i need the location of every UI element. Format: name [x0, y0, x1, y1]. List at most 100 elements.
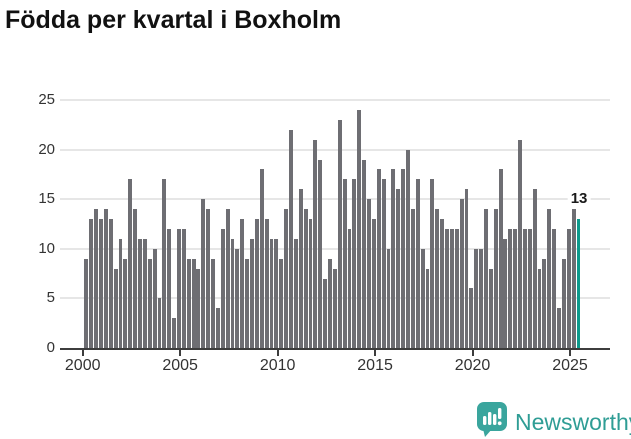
- bar: [371, 219, 376, 348]
- bar: [181, 228, 186, 348]
- x-axis-line: [60, 348, 610, 350]
- bar: [440, 219, 445, 348]
- bar: [186, 258, 191, 348]
- bar: [318, 159, 323, 348]
- chart-title: Födda per kvartal i Boxholm: [5, 6, 342, 34]
- bar: [367, 199, 371, 348]
- bar: [240, 219, 245, 348]
- x-axis-label-2000: 2000: [64, 357, 101, 374]
- bar: [206, 209, 211, 348]
- bar: [522, 228, 527, 348]
- bar: [347, 228, 352, 348]
- bar: [527, 228, 532, 348]
- bar: [396, 189, 401, 348]
- bar: [259, 169, 264, 348]
- bar: [147, 258, 152, 348]
- highlighted-bar: [576, 219, 581, 348]
- bar: [566, 228, 571, 348]
- bar: [254, 219, 259, 348]
- bar: [250, 238, 254, 348]
- bar: [293, 238, 298, 348]
- bar: [215, 308, 220, 348]
- bar: [479, 248, 483, 348]
- bar: [118, 238, 123, 348]
- bar: [245, 258, 250, 348]
- bar: [425, 268, 430, 348]
- bar: [410, 209, 415, 348]
- bar: [176, 228, 181, 348]
- bar: [362, 159, 367, 348]
- bar: [303, 209, 308, 348]
- bar: [113, 268, 118, 348]
- bar: [133, 209, 138, 348]
- bar: [284, 209, 289, 348]
- bar: [435, 209, 440, 348]
- bar: [415, 179, 420, 348]
- bar: [352, 179, 357, 348]
- bar: [445, 228, 449, 348]
- bar: [483, 209, 488, 348]
- y-axis-label-5: 5: [46, 289, 55, 307]
- bar: [211, 258, 215, 348]
- bar: [513, 228, 518, 348]
- bar: [469, 288, 474, 348]
- x-axis-label-2005: 2005: [162, 357, 198, 374]
- bar: [84, 258, 89, 348]
- bar: [337, 119, 342, 348]
- bar: [269, 238, 274, 348]
- bar: [381, 179, 386, 348]
- bar: [386, 248, 391, 348]
- x-axis-label-2025: 2025: [552, 357, 588, 374]
- y-axis-label-20: 20: [38, 140, 55, 158]
- bar: [518, 139, 522, 348]
- bar: [547, 209, 552, 348]
- bar: [167, 228, 172, 348]
- bar: [162, 179, 167, 348]
- x-tick-2010: [276, 350, 279, 356]
- bar: [99, 219, 103, 348]
- bar: [406, 149, 410, 348]
- bar: [235, 248, 240, 348]
- bar: [449, 228, 454, 348]
- bar: [123, 258, 128, 348]
- newsworthy-pin-barchart-icon: [476, 401, 508, 439]
- x-tick-2005: [179, 350, 182, 356]
- bar: [532, 189, 537, 348]
- highlight-value-label: 13: [567, 190, 591, 208]
- x-tick-2025: [569, 350, 571, 356]
- bar: [357, 109, 362, 348]
- bar: [493, 209, 498, 348]
- bar: [142, 238, 147, 348]
- bar: [196, 268, 201, 348]
- bar: [571, 209, 576, 348]
- bar: [128, 179, 133, 348]
- bar: [289, 129, 293, 348]
- bar: [557, 308, 561, 348]
- bar: [503, 238, 508, 348]
- bar: [420, 248, 425, 348]
- bar: [459, 199, 464, 348]
- gridline-10: [60, 247, 610, 250]
- bar: [157, 298, 162, 348]
- y-axis-label-0: 0: [46, 339, 55, 356]
- bar: [191, 258, 196, 348]
- bar: [328, 258, 332, 348]
- bar: [332, 268, 337, 348]
- bar: [108, 219, 113, 348]
- bar: [308, 219, 313, 348]
- bar: [552, 228, 557, 348]
- newsworthy-logo-text: Newsworthy: [515, 409, 631, 435]
- gridline-15: [60, 198, 610, 201]
- bar: [508, 228, 513, 348]
- newsworthy-logo[interactable]: Newsworthy: [476, 401, 631, 439]
- bar: [230, 238, 235, 348]
- bar: [279, 258, 284, 348]
- bar: [391, 169, 396, 348]
- x-tick-2000: [81, 350, 84, 356]
- gridline-25: [60, 99, 610, 101]
- bar: [474, 248, 479, 348]
- bar: [94, 209, 99, 348]
- bar: [430, 179, 435, 348]
- x-axis-label-2010: 2010: [259, 357, 296, 374]
- x-axis-label-2015: 2015: [357, 357, 393, 374]
